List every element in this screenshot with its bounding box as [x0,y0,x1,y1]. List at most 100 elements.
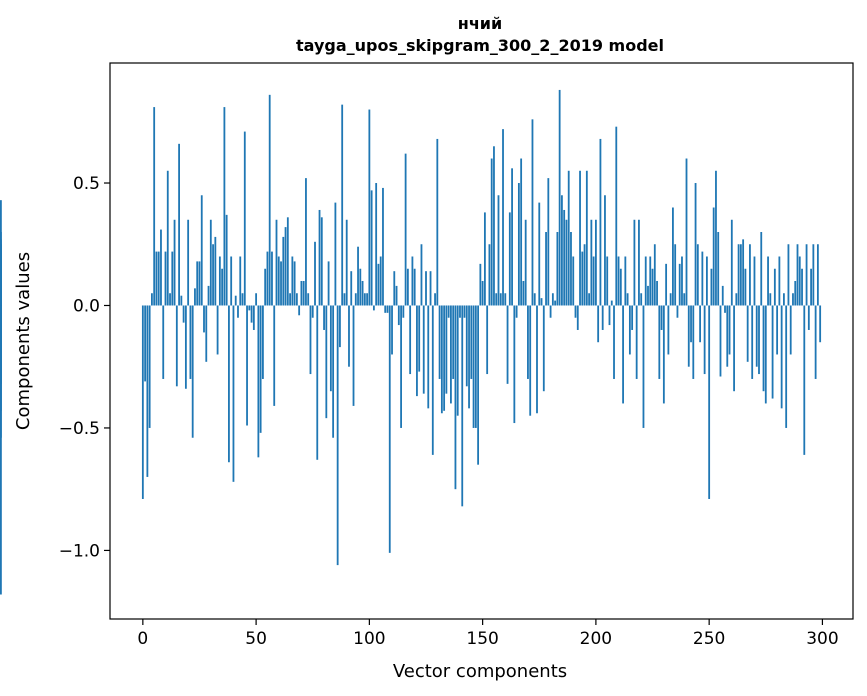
bar-component-100 [368,109,371,306]
bar-component-236 [676,305,679,318]
bar-component-66 [291,256,294,306]
bar-component-282 [780,305,783,409]
bar-component-37 [225,214,228,306]
bar-component-270 [753,256,756,306]
bar-component-108 [386,305,389,313]
bar-component-257 [724,305,726,313]
bar-component-105 [379,256,382,306]
bar-component-290 [798,256,801,306]
bar-component-234 [672,207,674,306]
bar-component-202 [599,138,602,306]
bar-component-12 [169,293,171,306]
bar-component-129 [434,293,436,306]
bar-component-13 [171,251,174,306]
bar-component-185 [561,195,563,306]
bar-component-174 [536,305,538,414]
bar-component-17 [180,295,183,306]
y-axis-ticks: −1.0 −0.5 0.0 0.5 [59,174,110,561]
bar-component-173 [533,293,536,306]
bar-component-169 [524,219,527,306]
bar-component-223 [647,285,649,306]
y-tick-label: 0.5 [73,174,100,194]
bar-component-293 [805,244,808,306]
bar-component-76 [314,241,316,306]
bar-component-0 [141,305,144,499]
bar-component-67 [293,261,296,306]
bar-component-294 [807,305,810,330]
bar-component-180 [549,305,552,318]
bar-component-10 [164,251,167,306]
bar-component-99 [366,293,369,306]
bar-component-178 [545,232,547,306]
bar-component-125 [425,271,427,306]
bar-component-49 [252,305,255,330]
bar-component-203 [601,305,604,330]
x-tick-label: 0 [137,629,148,649]
bar-component-297 [814,305,817,379]
bar-component-151 [483,212,486,306]
bar-component-206 [608,305,611,326]
bar-component-82 [327,261,330,306]
bar-component-92 [350,271,353,306]
bar-component-232 [667,305,670,355]
bar-component-114 [400,305,402,428]
bar-component-47 [248,305,251,311]
bar-component-211 [619,268,622,306]
bar-component-73 [307,293,310,306]
chart-title-line-1: нчий [458,14,502,33]
bar-component-195 [583,244,586,306]
bar-component-251 [710,268,713,306]
bar-component-93 [352,305,355,406]
bar-component-189 [570,232,572,306]
bar-component-90 [345,219,348,306]
bar-component-127 [429,271,432,306]
bar-component-53 [262,305,264,379]
bar-component-280 [776,305,779,355]
bar-component-193 [579,170,581,306]
bar-component-133 [443,305,446,411]
bar-component-296 [812,244,815,306]
bar-component-22 [191,305,194,438]
bar-component-292 [803,305,806,455]
bar-component-11 [166,170,169,306]
bar-component-277 [769,293,772,306]
bar-component-97 [361,280,364,306]
bar-component-81 [325,305,328,419]
bar-component-80 [323,305,325,330]
bar-component-197 [588,293,590,306]
bar-component-196 [585,170,588,306]
bar-component-187 [565,219,568,306]
bar-component-51 [257,305,260,458]
bar-component-272 [758,305,760,375]
bar-component-78 [318,209,321,306]
bar-component-95 [357,246,359,306]
bar-component-31 [212,244,214,306]
bar-component-142 [463,305,466,318]
bar-component-57 [271,251,273,306]
bar-component-249 [705,256,708,306]
bar-component-34 [218,256,221,306]
bar-component-4 [151,293,153,306]
bar-component-14 [173,219,176,306]
bar-component-160 [504,293,507,306]
bar-component-168 [522,280,525,306]
bar-component-undefined [0,305,2,595]
x-tick-label: 300 [806,629,838,649]
bar-component-264 [739,244,742,306]
bar-component-121 [416,305,418,397]
bar-component-255 [719,305,722,377]
bar-component-91 [348,305,350,367]
bar-component-106 [382,187,384,306]
bar-component-112 [395,285,398,306]
bar-component-164 [513,305,516,424]
bar-component-224 [649,256,652,306]
bar-component-205 [606,256,609,306]
bar-component-88 [341,104,344,306]
bar-component-27 [203,305,205,333]
bar-component-175 [538,202,541,306]
x-axis-label: Vector components [393,661,567,682]
x-axis-ticks: 0 50 100 150 200 250 300 [137,619,839,649]
bar-component-107 [384,305,387,313]
bar-component-7 [157,251,160,306]
bar-component-170 [527,305,529,379]
